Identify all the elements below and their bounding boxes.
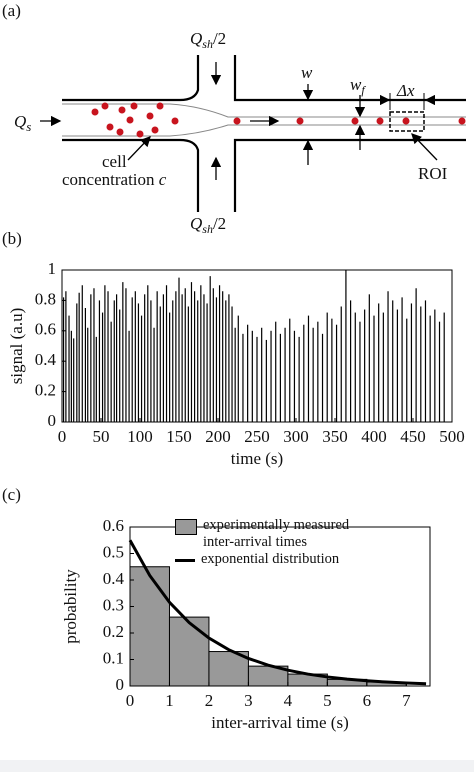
legend-swatch	[175, 559, 195, 562]
y-tick-label: 0.4	[35, 350, 57, 369]
histogram-bar	[168, 616, 210, 687]
x-tick-label: 1	[165, 691, 174, 710]
x-tick-label: 100	[127, 427, 153, 446]
pointer	[411, 133, 438, 161]
x-tick-label: 6	[363, 691, 372, 710]
y-tick-label: 0.3	[103, 595, 124, 614]
x-axis-label: time (s)	[231, 449, 283, 468]
y-tick-label: 0.2	[35, 381, 56, 400]
sheath-flow-label: Qsh/2	[190, 214, 226, 236]
y-tick-label: 0.1	[103, 648, 124, 667]
x-tick-label: 5	[323, 691, 332, 710]
stream-line	[62, 124, 466, 137]
plot-marks	[62, 270, 445, 422]
y-tick-label: 1	[48, 259, 57, 278]
x-tick-label: 2	[205, 691, 214, 710]
roi-box	[389, 111, 425, 132]
legend-label: experimentally measured inter-arrival ti…	[203, 517, 350, 550]
cells	[91, 102, 466, 138]
x-tick-label: 7	[402, 691, 411, 710]
x-tick-label: 400	[361, 427, 387, 446]
x-tick-label: 300	[283, 427, 309, 446]
y-tick-label: 0.6	[103, 516, 124, 535]
x-tick-label: 500	[439, 427, 465, 446]
x-tick-label: 0	[126, 691, 135, 710]
legend-swatch	[175, 519, 197, 535]
panel-label: (b)	[2, 229, 22, 248]
y-axis-label: signal (a.u)	[7, 308, 26, 384]
stream-line	[62, 103, 466, 118]
y-tick-label: 0.8	[35, 289, 56, 308]
legend: experimentally measured inter-arrival ti…	[175, 517, 383, 568]
cell-label: cell	[102, 152, 127, 171]
histogram-bar	[129, 566, 170, 687]
x-tick-label: 50	[93, 427, 110, 446]
width-label: w	[301, 63, 313, 82]
channel-wall	[233, 138, 466, 212]
x-tick-label: 250	[244, 427, 270, 446]
core-width-label: wf	[350, 75, 366, 97]
x-axis-label: inter-arrival time (s)	[211, 713, 349, 732]
roi-label: ROI	[418, 164, 448, 183]
y-tick-label: 0	[48, 411, 57, 430]
y-tick-label: 0	[116, 675, 125, 694]
x-tick-label: 200	[205, 427, 231, 446]
x-tick-label: 4	[284, 691, 293, 710]
microfluidic-diagram: (a) Qsh/2 Qsh/2 Qs w wf Δx cell concent	[2, 1, 466, 236]
y-tick-label: 0.4	[103, 569, 125, 588]
footer-strip	[0, 760, 474, 772]
roi-length-label: Δx	[396, 81, 415, 100]
panel-label: (a)	[2, 1, 21, 20]
x-tick-label: 350	[322, 427, 348, 446]
legend-entry: exponential distribution	[175, 551, 383, 568]
legend-entry: experimentally measured inter-arrival ti…	[175, 517, 383, 551]
x-tick-label: 0	[58, 427, 67, 446]
legend-label: exponential distribution	[201, 551, 340, 567]
pointer	[127, 136, 151, 161]
y-tick-label: 0.5	[103, 542, 124, 561]
x-tick-label: 150	[166, 427, 192, 446]
channel-wall	[62, 138, 200, 212]
channel-wall	[62, 55, 200, 102]
exponential-curve	[128, 539, 427, 686]
x-tick-label: 450	[400, 427, 426, 446]
y-axis-label: probability	[61, 569, 80, 644]
x-tick-label: 3	[244, 691, 253, 710]
sheath-flow-label: Qsh/2	[190, 29, 226, 51]
y-tick-label: 0.2	[103, 622, 124, 641]
sample-flow-label: Qs	[14, 112, 31, 134]
y-tick-label: 0.6	[35, 320, 56, 339]
concentration-label: concentration c	[62, 170, 167, 189]
panel-label: (c)	[2, 485, 21, 504]
plot-marks	[128, 539, 427, 687]
